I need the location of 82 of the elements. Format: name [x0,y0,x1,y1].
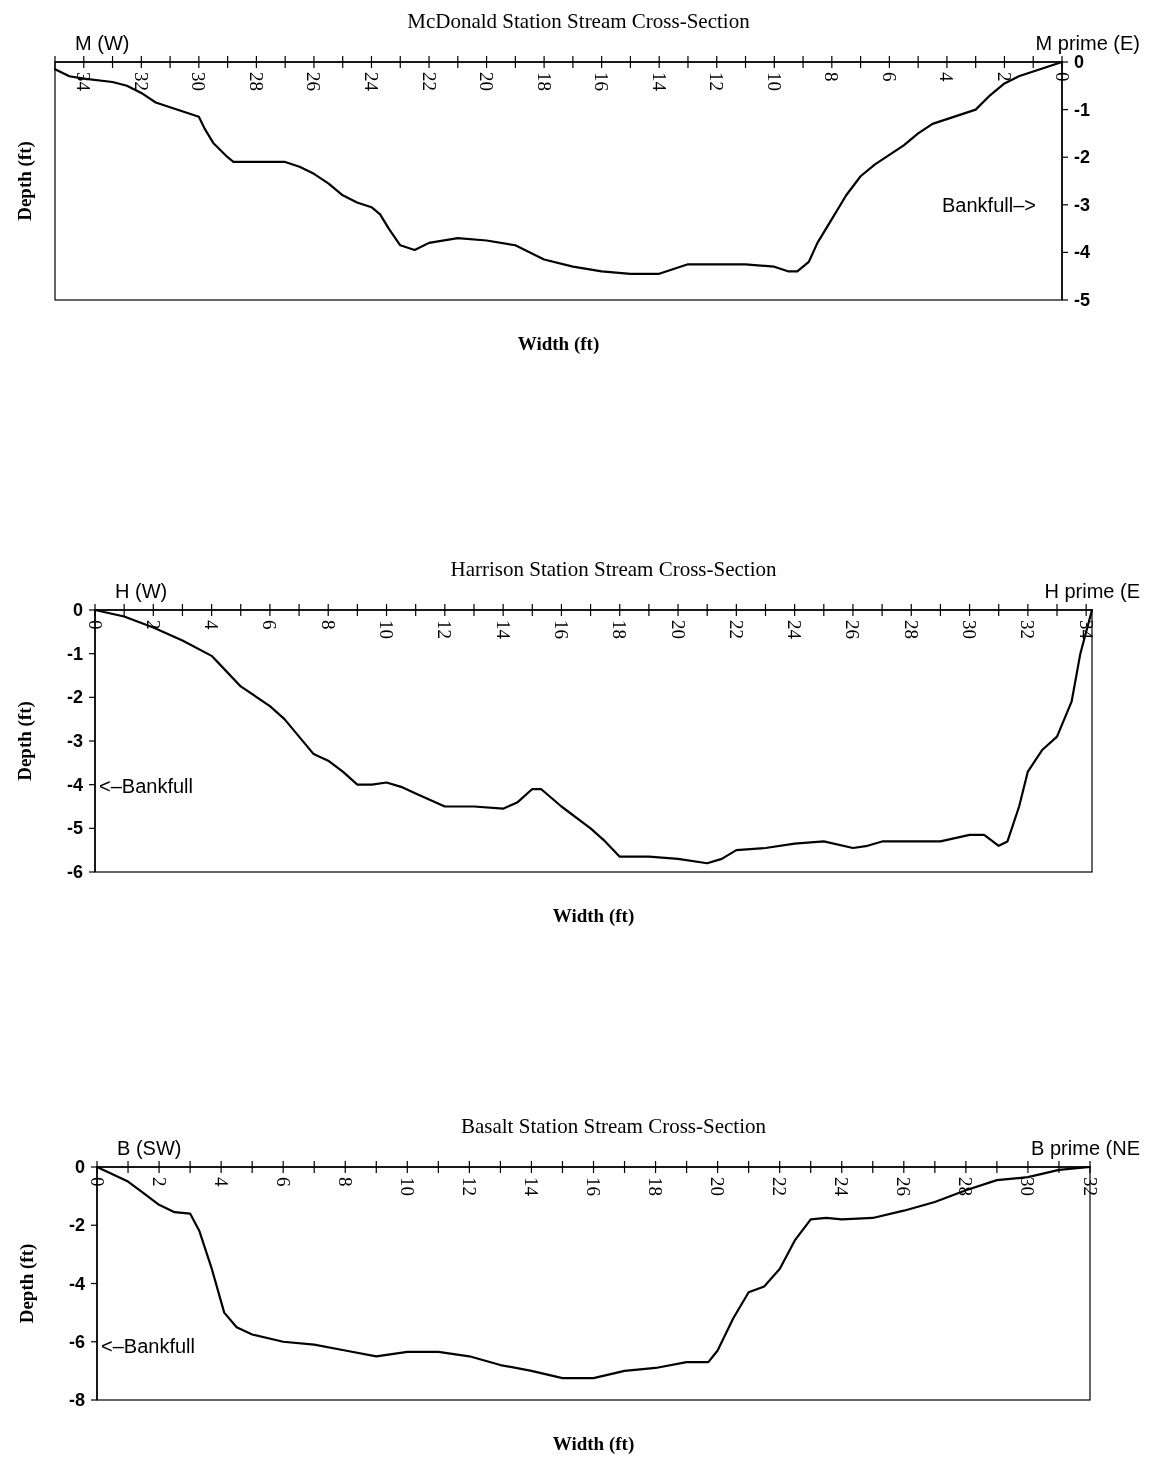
x-tick-label: 8 [821,72,843,82]
y-tick-label: -8 [68,1390,85,1410]
text: B prime (NE [1031,1137,1140,1159]
text: M (W) [75,32,130,54]
x-tick-label: 2 [148,1177,170,1187]
x-tick-label: 16 [583,1177,604,1196]
x-tick-label: 16 [550,620,572,639]
x-tick-label: 32 [1079,1177,1101,1196]
x-tick-label: 12 [458,1177,480,1196]
x-tick-label: 18 [609,620,631,639]
x-tick-label: 10 [376,620,398,639]
x-tick-label: 0 [84,620,106,630]
annotation: Bankfull–> [942,193,1036,216]
x-tick-label: 20 [476,72,498,91]
x-tick-label: 2 [993,72,1015,82]
x-tick-label: 24 [831,1177,853,1197]
y-tick-label: -3 [66,731,83,751]
x-axis-title: Width (ft) [517,333,600,355]
y2-tick-label: -5 [1074,290,1091,310]
x-tick-label: 8 [334,1177,356,1187]
text: B (SW) [117,1137,182,1159]
x-tick-label: 6 [272,1177,294,1187]
x-tick-label: 30 [959,620,981,639]
text: H (W) [115,580,168,602]
chart-title: McDonald Station Stream Cross-Section [407,9,751,33]
x-tick-label: 30 [1017,1177,1039,1196]
x-tick-label: 22 [725,620,747,639]
y2-tick-label: -1 [1074,99,1091,120]
x-tick-label: 4 [201,620,223,630]
x-tick-label: 12 [434,620,456,639]
x-tick-label: 0 [1051,72,1073,82]
x-tick-label: 6 [259,620,281,630]
annotation: <–Bankfull [101,1335,195,1358]
y-tick-label: -4 [66,774,83,795]
y-tick-label: -5 [66,818,83,839]
y2-tick-label: -2 [1074,147,1091,168]
x-tick-label: 28 [245,72,267,91]
y-tick-label: -6 [68,1331,85,1352]
text: H prime (E [1044,580,1140,602]
y-axis-title: Depth (ft) [14,701,36,781]
chart-title: Harrison Station Stream Cross-Section [450,557,778,581]
x-tick-label: 26 [842,620,864,639]
x-axis-title: Width (ft) [552,905,635,927]
y2-tick-label: -3 [1074,194,1091,215]
x-tick-label: 24 [360,72,382,92]
x-tick-label: 26 [893,1177,915,1196]
y-tick-label: -6 [66,862,83,882]
x-tick-label: 4 [936,72,958,82]
x-axis-title: Width (ft) [552,1433,635,1455]
x-tick-label: 10 [763,72,785,91]
y-axis-title: Depth (ft) [16,1243,38,1324]
x-tick-label: 14 [648,72,670,92]
x-tick-label: 20 [667,620,689,639]
text: M prime (E) [1035,32,1140,54]
chart-title: Basalt Station Stream Cross-Section [460,1114,767,1138]
annotation: <–Bankfull [99,774,193,797]
x-tick-label: 22 [418,72,440,91]
x-tick-label: 12 [706,72,728,91]
y-tick-label: -4 [68,1273,85,1294]
x-tick-label: 14 [520,1177,542,1197]
x-tick-label: 4 [210,1177,232,1187]
x-tick-label: 16 [591,72,613,91]
x-tick-label: 0 [86,1177,108,1187]
x-tick-label: 26 [303,72,325,91]
x-tick-label: 10 [396,1177,418,1196]
x-tick-label: 20 [707,1177,729,1196]
x-tick-label: 18 [645,1177,667,1196]
x-tick-label: 28 [900,620,922,639]
x-tick-label: 18 [533,72,555,91]
x-tick-label: 14 [492,620,514,640]
x-tick-label: 8 [317,620,339,630]
y2-tick-label: -4 [1074,242,1091,263]
x-tick-label: 32 [130,72,152,91]
x-tick-label: 24 [784,620,806,640]
y-tick-label: -1 [66,643,83,664]
x-tick-label: 30 [188,72,210,91]
y-tick-label: -2 [66,687,83,708]
x-tick-label: 22 [769,1177,791,1196]
y-tick-label: -2 [68,1215,85,1236]
y-axis-title: Depth (ft) [14,141,36,221]
x-tick-label: 32 [1017,620,1039,639]
x-tick-label: 6 [878,72,900,82]
